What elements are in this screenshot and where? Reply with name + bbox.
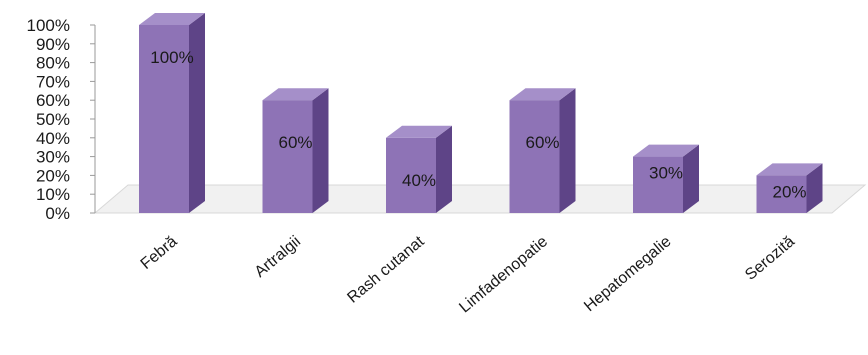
y-tick-label: 50%: [36, 110, 70, 129]
bar-front: [633, 156, 683, 213]
x-category-label: Rash cutanat: [344, 233, 428, 307]
bar-side: [559, 88, 576, 213]
y-axis: [90, 24, 96, 214]
bar-top: [756, 163, 823, 176]
bar-side: [189, 13, 205, 213]
bar-front: [139, 25, 189, 213]
bar-top: [386, 125, 452, 138]
data-label: 60%: [278, 133, 312, 152]
y-tick-label: 30%: [36, 148, 70, 167]
bar: [633, 144, 699, 213]
bar-front: [386, 137, 436, 213]
bar: [509, 88, 576, 213]
y-tick-label: 0%: [45, 204, 70, 223]
bar-top: [139, 13, 205, 25]
y-tick-label: 80%: [36, 54, 70, 73]
data-label: 60%: [525, 133, 559, 152]
x-category-label: Artralgii: [252, 233, 304, 281]
bars: [139, 13, 823, 213]
x-category-label: Limfadenopatie: [456, 233, 551, 316]
bar-side: [312, 88, 329, 213]
x-category-label: Serozită: [742, 233, 798, 284]
bar-top: [509, 88, 576, 101]
y-tick-label: 90%: [36, 35, 70, 54]
bar: [139, 13, 205, 213]
data-label: 40%: [402, 171, 436, 190]
y-tick-label: 10%: [36, 185, 70, 204]
bar-front: [756, 175, 807, 213]
data-label: 20%: [772, 182, 806, 201]
bar-front: [262, 100, 313, 213]
bar-side: [436, 125, 452, 213]
floor-plane: [93, 184, 867, 214]
y-tick-label: 40%: [36, 129, 70, 148]
bar-top: [262, 88, 329, 101]
bar: [386, 125, 452, 213]
x-category-label: Hepatomegalie: [581, 233, 674, 315]
x-category-label: Febră: [138, 233, 181, 273]
y-tick-label: 100%: [27, 16, 70, 35]
data-label: 100%: [150, 48, 193, 67]
y-tick-label: 20%: [36, 166, 70, 185]
bar-front: [509, 100, 560, 213]
bar-top: [633, 144, 699, 157]
bar: [756, 163, 823, 213]
y-tick-label: 60%: [36, 91, 70, 110]
bar: [262, 88, 329, 213]
bar-side: [806, 163, 823, 213]
y-tick-label: 70%: [36, 72, 70, 91]
chart-floor: [93, 184, 867, 214]
bar-side: [683, 144, 699, 213]
data-label: 30%: [649, 164, 683, 183]
